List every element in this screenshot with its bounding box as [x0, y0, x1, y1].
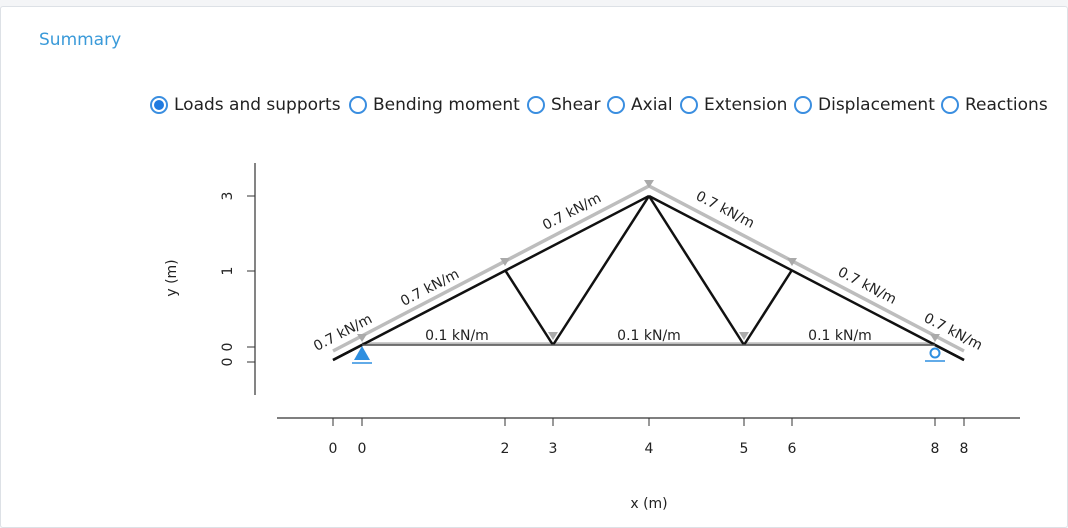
radio-button[interactable] — [794, 96, 812, 114]
load-arrow — [787, 258, 797, 266]
radio-option[interactable]: Extension — [680, 93, 787, 117]
y-tick-label: 3 — [220, 192, 236, 201]
x-tick-label: 6 — [788, 441, 797, 457]
x-axis-label: x (m) — [630, 496, 667, 512]
load-line — [332, 184, 965, 353]
load-arrow — [739, 332, 749, 340]
truss-member — [934, 343, 965, 362]
radio-label[interactable]: Displacement — [818, 95, 935, 115]
load-arrow — [548, 332, 558, 340]
radio-button[interactable] — [349, 96, 367, 114]
y-tick-label: 0 — [220, 343, 236, 352]
x-tick-label: 0 — [358, 441, 367, 457]
radio-option[interactable]: Shear — [527, 93, 600, 117]
radio-button[interactable] — [527, 96, 545, 114]
truss-member — [332, 343, 363, 362]
radio-label[interactable]: Bending moment — [373, 95, 520, 115]
radio-button[interactable] — [607, 96, 625, 114]
radio-label[interactable]: Axial — [631, 95, 673, 115]
load-arrow — [930, 334, 940, 342]
load-arrow — [357, 334, 367, 342]
chord-load-label: 0.1 kN/m — [425, 328, 489, 344]
pin-support — [354, 346, 370, 360]
radio-dot — [154, 100, 164, 110]
truss-member — [742, 269, 794, 346]
x-tick-label: 8 — [931, 441, 940, 457]
x-tick-label: 3 — [549, 441, 558, 457]
summary-card: Summary — [0, 6, 1068, 528]
chord-load-label: 0.1 kN/m — [808, 328, 872, 344]
radio-option[interactable]: Displacement — [794, 93, 935, 117]
x-tick-label: 2 — [501, 441, 510, 457]
y-tick-label: 0 — [220, 358, 236, 367]
truss-member — [503, 269, 555, 346]
radio-button[interactable] — [941, 96, 959, 114]
y-tick-label: 1 — [220, 267, 236, 276]
chord-load-label: 0.1 kN/m — [617, 328, 681, 344]
truss-member — [648, 194, 965, 362]
truss-member — [332, 194, 650, 362]
truss-member — [647, 195, 746, 346]
radio-option[interactable]: Bending moment — [349, 93, 520, 117]
radio-button[interactable] — [150, 96, 168, 114]
radio-label[interactable]: Shear — [551, 95, 601, 115]
load-arrow — [644, 180, 654, 188]
roller-support — [929, 347, 941, 359]
radio-option[interactable]: Axial — [607, 93, 673, 117]
radio-label[interactable]: Extension — [704, 95, 788, 115]
x-tick-label: 4 — [645, 441, 654, 457]
radio-button[interactable] — [680, 96, 698, 114]
radio-label[interactable]: Reactions — [965, 95, 1048, 115]
card-title: Summary — [39, 30, 122, 50]
radio-option[interactable]: Loads and supports — [150, 93, 341, 117]
truss-member — [551, 195, 651, 346]
x-tick-label: 0 — [329, 441, 338, 457]
y-axis-label: y (m) — [164, 259, 180, 296]
x-tick-label: 8 — [960, 441, 969, 457]
load-arrow — [500, 258, 510, 266]
radio-label[interactable]: Loads and supports — [174, 95, 341, 115]
x-tick-label: 5 — [740, 441, 749, 457]
radio-option[interactable]: Reactions — [941, 93, 1048, 117]
